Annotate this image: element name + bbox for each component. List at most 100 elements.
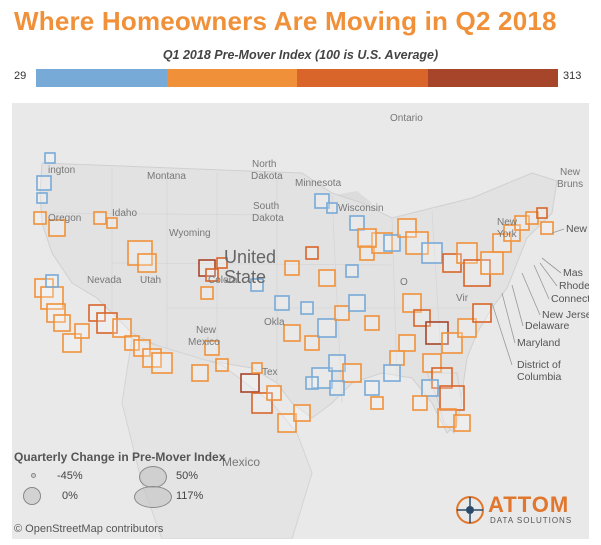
metro-marker[interactable]	[480, 251, 504, 275]
label-dc-2: Columbia	[517, 371, 562, 383]
metro-marker[interactable]	[300, 301, 314, 315]
metro-marker[interactable]	[536, 207, 548, 219]
metro-marker[interactable]	[421, 379, 439, 397]
metro-marker[interactable]	[398, 334, 416, 352]
label-nevada: Nevada	[87, 275, 122, 286]
metro-marker[interactable]	[317, 318, 337, 338]
metro-marker[interactable]	[329, 380, 345, 396]
metro-marker[interactable]	[431, 367, 453, 389]
metro-marker[interactable]	[456, 242, 478, 264]
metro-marker[interactable]	[457, 318, 477, 338]
metro-marker[interactable]	[251, 362, 263, 374]
color-scale-label: Q1 2018 Pre-Mover Index (100 is U.S. Ave…	[162, 48, 439, 62]
logo-name: ATTOM	[488, 492, 570, 517]
metro-marker[interactable]	[204, 340, 220, 356]
metro-marker[interactable]	[453, 414, 471, 432]
metro-marker[interactable]	[412, 395, 428, 411]
metro-marker[interactable]	[304, 335, 320, 351]
label-utah: Utah	[140, 275, 162, 286]
metro-marker[interactable]	[274, 295, 290, 311]
metro-marker[interactable]	[127, 240, 153, 266]
metro-marker[interactable]	[357, 228, 377, 248]
metro-marker[interactable]	[96, 312, 118, 334]
metro-marker[interactable]	[326, 202, 338, 214]
metro-marker[interactable]	[342, 363, 362, 383]
metro-marker[interactable]	[215, 358, 229, 372]
metro-marker[interactable]	[437, 408, 457, 428]
label-oregon: Oregon	[48, 213, 82, 224]
metro-marker[interactable]	[345, 264, 359, 278]
metro-marker[interactable]	[36, 175, 52, 191]
label-dc-1: District of	[517, 359, 561, 371]
metro-marker[interactable]	[364, 315, 380, 331]
metro-marker[interactable]	[349, 215, 365, 231]
label-mexico: Mexico	[222, 455, 261, 469]
metro-marker[interactable]	[266, 385, 282, 401]
metro-marker[interactable]	[283, 324, 301, 342]
metro-marker[interactable]	[205, 268, 219, 282]
metro-marker[interactable]	[46, 303, 66, 323]
metro-marker[interactable]	[44, 152, 56, 164]
legend-value-50: 50%	[176, 470, 199, 482]
metro-marker[interactable]	[293, 404, 311, 422]
metro-marker[interactable]	[240, 373, 260, 393]
metro-marker[interactable]	[441, 332, 463, 354]
metro-marker[interactable]	[389, 350, 405, 366]
metro-marker[interactable]	[371, 232, 393, 254]
legend-value-neg45: -45%	[57, 470, 83, 482]
label-ontario: Ontario	[390, 113, 423, 124]
color-scale-segment-top	[427, 69, 558, 87]
metro-marker[interactable]	[112, 318, 132, 338]
metro-marker[interactable]	[137, 253, 157, 273]
metro-marker[interactable]	[133, 339, 151, 357]
label-south-dakota-1: South	[253, 201, 280, 212]
metro-marker[interactable]	[151, 352, 173, 374]
metro-marker[interactable]	[106, 217, 118, 229]
metro-marker[interactable]	[216, 257, 228, 269]
metro-marker[interactable]	[93, 211, 107, 225]
metro-marker[interactable]	[492, 233, 512, 253]
metro-marker[interactable]	[33, 211, 47, 225]
metro-marker[interactable]	[463, 259, 491, 287]
attom-logo-icon	[456, 496, 484, 524]
metro-marker[interactable]	[305, 376, 319, 390]
metro-marker[interactable]	[305, 246, 319, 260]
metro-marker[interactable]	[45, 274, 59, 288]
label-new-jersey: New Jerse	[542, 309, 589, 321]
metro-marker[interactable]	[503, 224, 521, 242]
metro-marker[interactable]	[421, 242, 443, 264]
metro-marker[interactable]	[191, 364, 209, 382]
label-north-dakota-2: Dakota	[251, 171, 283, 182]
map-credit: © OpenStreetMap contributors	[14, 523, 164, 535]
metro-marker[interactable]	[36, 192, 48, 204]
metro-marker[interactable]	[284, 260, 300, 276]
metro-marker[interactable]	[318, 269, 336, 287]
metro-marker[interactable]	[74, 323, 90, 339]
metro-marker[interactable]	[277, 413, 297, 433]
label-colorado: Colora	[208, 275, 238, 286]
metro-marker[interactable]	[540, 221, 554, 235]
metro-marker[interactable]	[348, 294, 366, 312]
metro-marker[interactable]	[370, 396, 384, 410]
metro-marker[interactable]	[383, 234, 401, 252]
metro-marker[interactable]	[314, 193, 330, 209]
metro-marker[interactable]	[34, 278, 54, 298]
color-scale-segment-high	[297, 69, 428, 87]
metro-marker[interactable]	[439, 385, 465, 411]
metro-marker[interactable]	[198, 259, 216, 277]
metro-marker[interactable]	[48, 219, 66, 237]
metro-marker[interactable]	[328, 354, 346, 372]
color-scale-max: 313	[563, 70, 582, 82]
metro-marker[interactable]	[402, 293, 422, 313]
label-new-mexico-1: New	[196, 325, 217, 336]
metro-marker[interactable]	[250, 278, 264, 292]
metro-marker[interactable]	[200, 286, 214, 300]
metro-marker[interactable]	[364, 380, 380, 396]
metro-marker[interactable]	[472, 303, 492, 323]
metro-marker[interactable]	[53, 314, 71, 332]
color-scale-segment-mid	[166, 69, 297, 87]
metro-marker[interactable]	[383, 364, 401, 382]
metro-marker[interactable]	[311, 367, 333, 389]
map-canvas[interactable]: Ontario ington Montana North Dakota Minn…	[12, 103, 589, 539]
metro-marker[interactable]	[334, 305, 350, 321]
